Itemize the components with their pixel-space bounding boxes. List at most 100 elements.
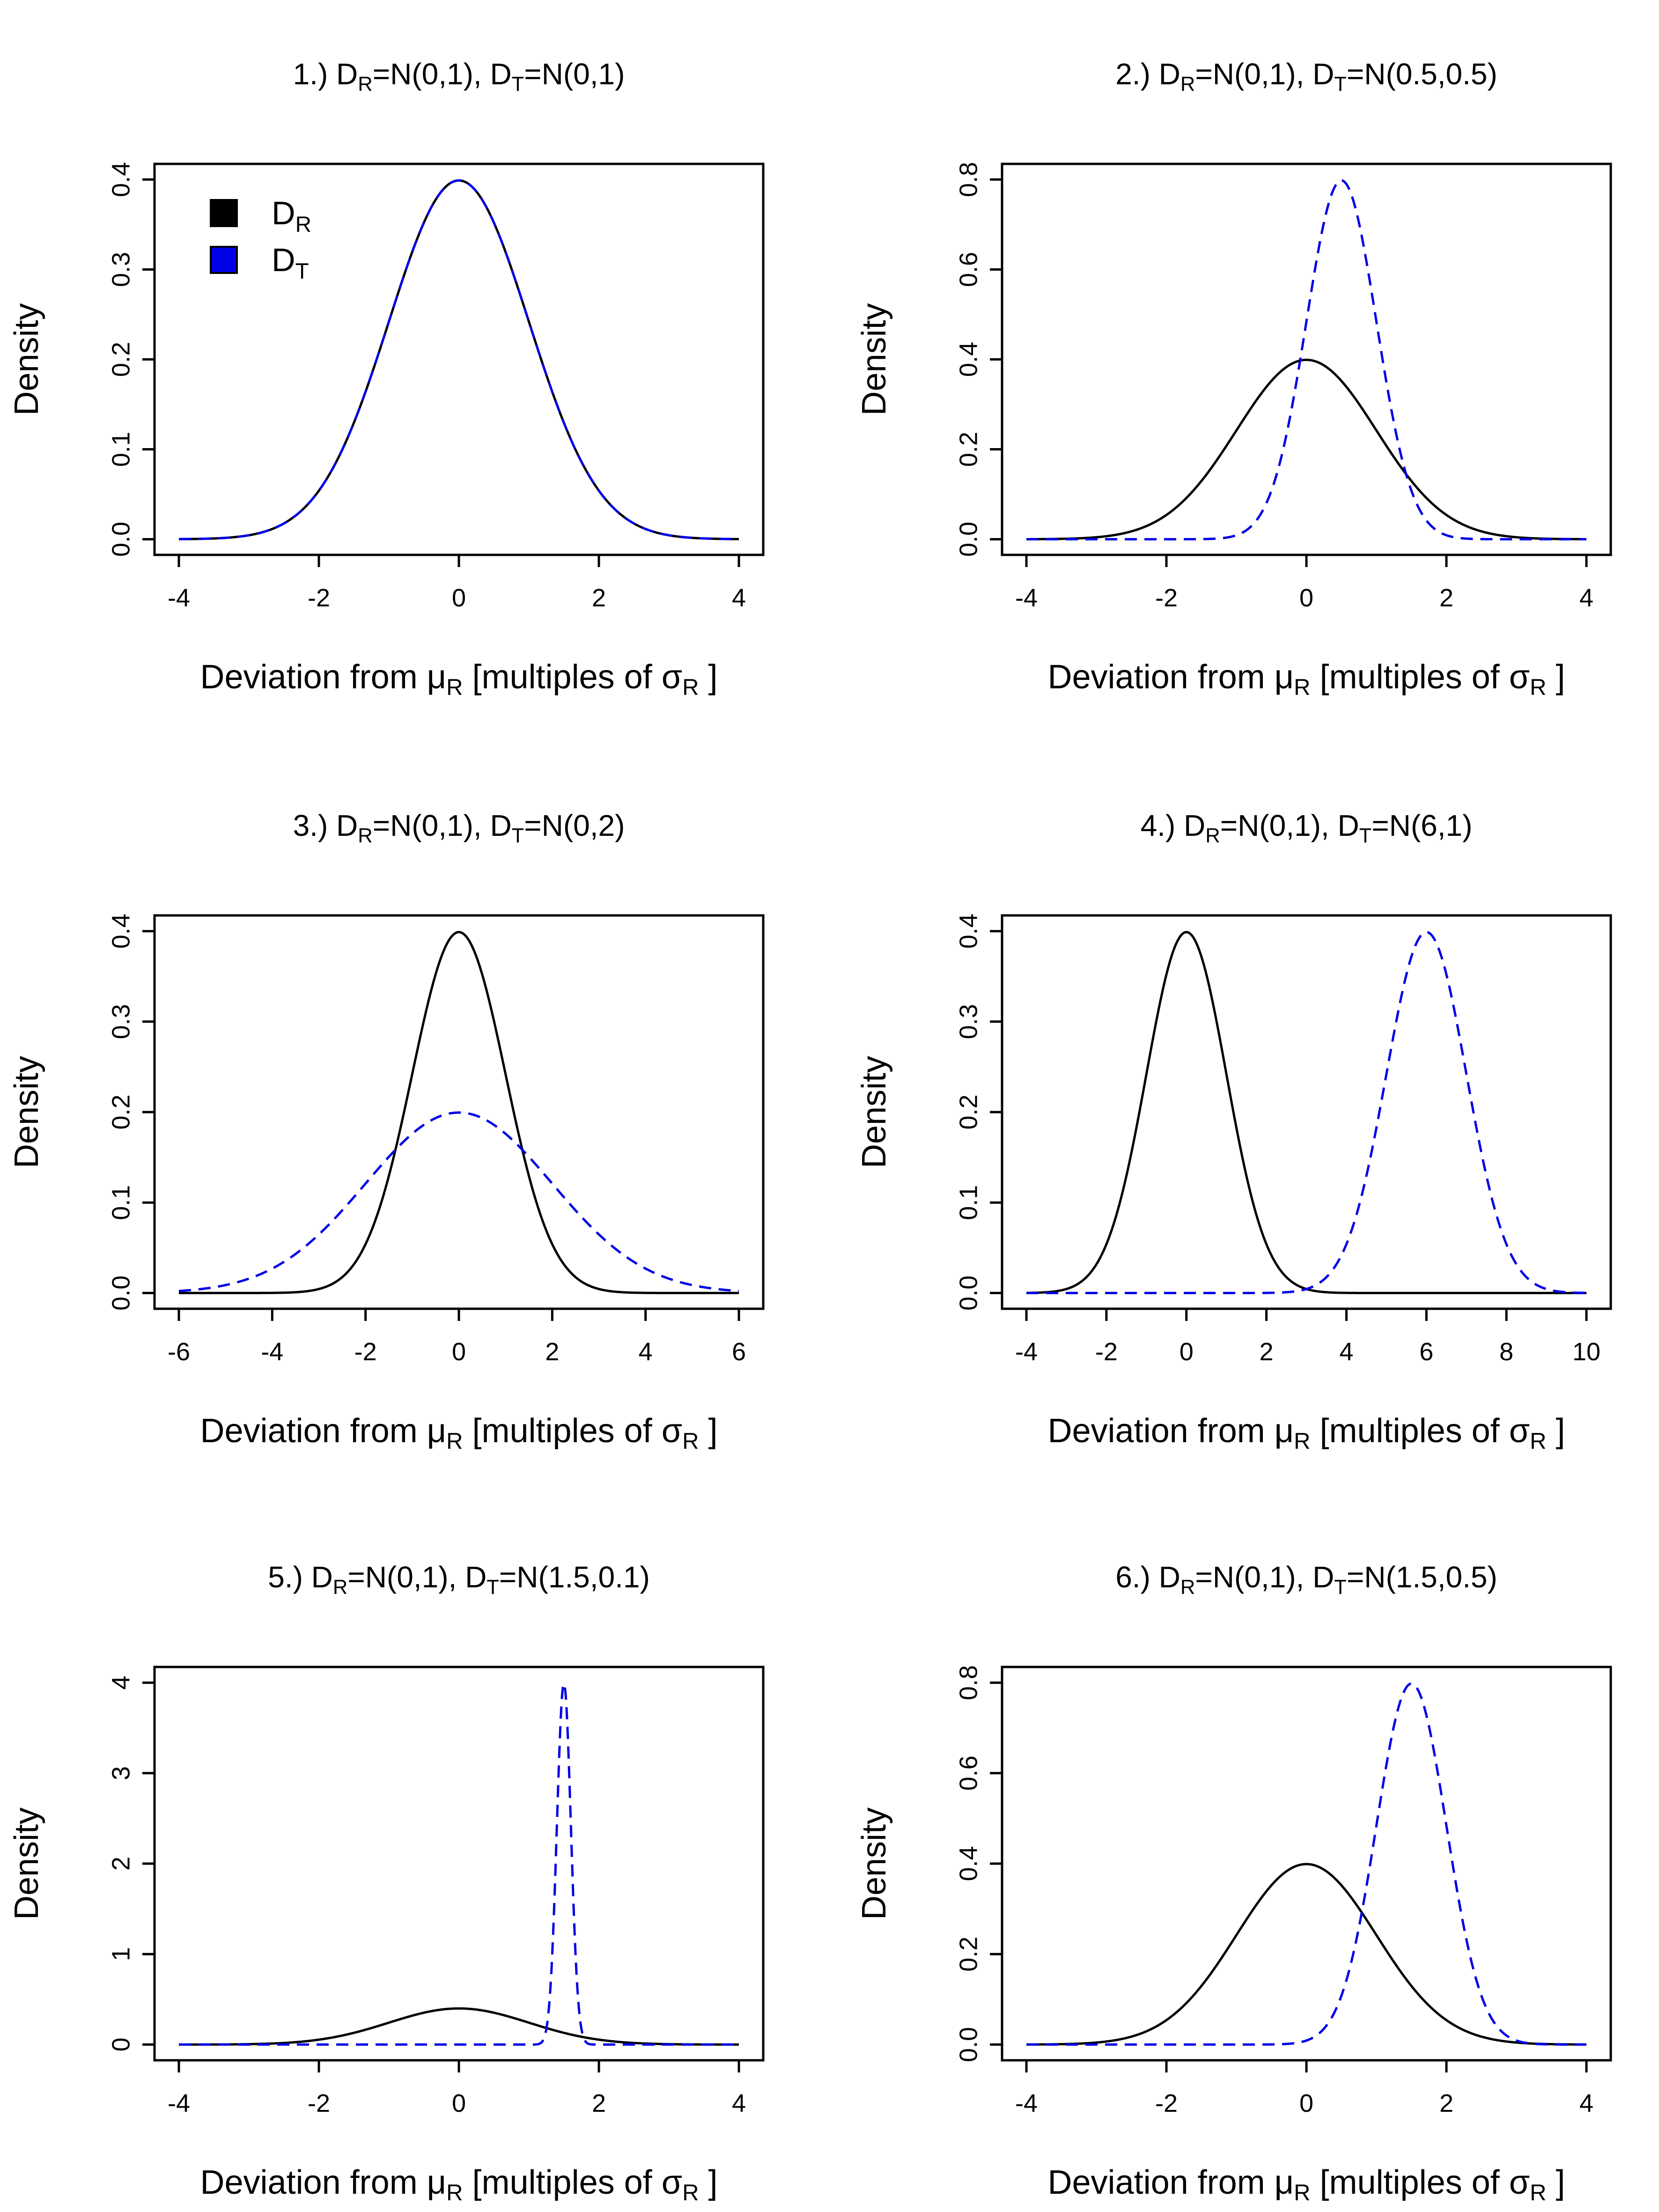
series-dt-curve xyxy=(179,179,739,540)
x-label-sigma-subscript: R xyxy=(682,675,699,700)
y-tick-label: 0.1 xyxy=(954,1185,982,1220)
x-label-suffix: ] xyxy=(699,2164,717,2201)
chart-title: 4.) DR=N(0,1), DT=N(6,1) xyxy=(1141,809,1473,847)
y-tick-label: 0.0 xyxy=(107,522,135,557)
title-dt-subscript: T xyxy=(512,73,524,96)
plot-frame xyxy=(153,1666,765,2062)
title-dr-distribution: =N(0,1), xyxy=(1195,1560,1304,1594)
x-tick-label: 10 xyxy=(1572,1338,1600,1366)
title-dr-distribution: =N(0,1), xyxy=(1195,57,1304,91)
title-dr-symbol: D xyxy=(1159,1560,1180,1594)
title-number: 4.) xyxy=(1141,809,1176,842)
legend-label: DR xyxy=(272,195,311,237)
title-dt-distribution: =N(0,2) xyxy=(524,809,625,842)
y-tick-label: 2 xyxy=(107,1857,135,1871)
x-tick-label: -2 xyxy=(1155,2089,1178,2117)
y-tick-label: 0.0 xyxy=(107,1276,135,1311)
x-label-mu: μ xyxy=(1275,2164,1294,2201)
x-tick-label: 4 xyxy=(732,2089,746,2117)
series-dr-curve xyxy=(1026,359,1586,540)
x-label-prefix: Deviation from xyxy=(1048,658,1275,696)
x-tick-label: -6 xyxy=(168,1338,190,1366)
x-tick-label: 2 xyxy=(1439,2089,1453,2117)
x-label-sigma: σ xyxy=(662,658,682,696)
x-tick-label: 0 xyxy=(452,1338,466,1366)
x-label-sigma-subscript: R xyxy=(1530,2180,1546,2205)
y-tick-label: 1 xyxy=(107,1947,135,1961)
legend-swatch xyxy=(210,246,238,274)
y-axis-label: Density xyxy=(855,1056,893,1168)
title-dr-distribution: =N(0,1), xyxy=(373,57,482,91)
title-dr-symbol: D xyxy=(1184,809,1205,842)
panel-5: 5.) DR=N(0,1), DT=N(1.5,0.1)-4 -2 0 2 401234… xyxy=(8,1560,765,2205)
x-tick-label: 0 xyxy=(452,2089,466,2117)
title-number: 3.) xyxy=(293,809,328,842)
x-label-middle: [multiples of xyxy=(463,1412,662,1450)
plot-frame xyxy=(1001,914,1612,1310)
x-label-sigma: σ xyxy=(662,2164,682,2201)
x-label-mu-subscript: R xyxy=(446,675,463,700)
x-tick-label: 4 xyxy=(639,1338,653,1366)
y-tick-label: 0.8 xyxy=(954,1665,982,1700)
title-dt-subscript: T xyxy=(487,1576,499,1599)
y-tick-label: 0.2 xyxy=(107,1094,135,1129)
series-dr-curve xyxy=(179,2007,739,2046)
title-number: 2.) xyxy=(1115,57,1150,91)
x-label-mu-subscript: R xyxy=(446,2180,463,2205)
y-tick-label: 0.8 xyxy=(954,162,982,197)
title-dr-symbol: D xyxy=(336,57,358,91)
y-tick-label: 4 xyxy=(107,1676,135,1690)
x-tick-label: 0 xyxy=(452,584,466,612)
title-dt-symbol: D xyxy=(490,57,511,91)
x-tick-label: -4 xyxy=(1015,2089,1038,2117)
title-dr-subscript: R xyxy=(1205,825,1220,847)
x-label-sigma: σ xyxy=(1509,2164,1530,2201)
x-label-sigma-subscript: R xyxy=(682,1429,699,1454)
x-tick-label: -2 xyxy=(354,1338,377,1366)
x-label-sigma: σ xyxy=(662,1412,682,1450)
x-tick-label: 4 xyxy=(1579,584,1593,612)
y-tick-label: 0.0 xyxy=(954,522,982,557)
y-tick-label: 0.4 xyxy=(107,162,135,197)
x-axis-label: Deviation from μR [multiples of σR ] xyxy=(200,2164,718,2205)
plot-frame xyxy=(153,162,765,556)
series-dt-curve xyxy=(179,1681,739,2046)
x-label-mu-subscript: R xyxy=(1294,675,1310,700)
title-dr-subscript: R xyxy=(358,825,372,847)
y-axis-label: Density xyxy=(8,1807,45,1920)
x-label-suffix: ] xyxy=(1546,658,1565,696)
x-label-mu: μ xyxy=(1275,1412,1294,1450)
x-tick-label: 4 xyxy=(732,584,746,612)
title-number: 5.) xyxy=(268,1560,303,1594)
x-label-middle: [multiples of xyxy=(463,2164,662,2201)
panel-1: 1.) DR=N(0,1), DT=N(0,1)-4 -2 0 2 40.00.10.2… xyxy=(8,57,765,700)
y-tick-label: 0.2 xyxy=(107,342,135,377)
x-label-sigma-subscript: R xyxy=(1530,1429,1546,1454)
y-axis-label: Density xyxy=(8,1056,45,1168)
y-tick-label: 0.0 xyxy=(954,1276,982,1311)
panel-2: 2.) DR=N(0,1), DT=N(0.5,0.5)-4 -2 0 2 40.00.… xyxy=(855,57,1612,700)
legend-label: DT xyxy=(272,242,309,284)
x-axis-label: Deviation from μR [multiples of σR ] xyxy=(200,658,718,700)
y-tick-label: 0.4 xyxy=(954,914,982,949)
x-label-prefix: Deviation from xyxy=(1048,1412,1275,1450)
x-label-sigma: σ xyxy=(1509,658,1530,696)
x-tick-label: -2 xyxy=(1095,1338,1118,1366)
y-tick-label: 0 xyxy=(107,2037,135,2051)
chart-title: 5.) DR=N(0,1), DT=N(1.5,0.1) xyxy=(268,1560,650,1599)
x-label-mu-subscript: R xyxy=(446,1429,463,1454)
x-label-middle: [multiples of xyxy=(463,658,662,696)
y-tick-label: 0.2 xyxy=(954,432,982,467)
title-dt-symbol: D xyxy=(490,809,511,842)
y-tick-label: 0.4 xyxy=(954,342,982,377)
x-label-sigma-subscript: R xyxy=(1530,675,1546,700)
x-tick-label: 4 xyxy=(1579,2089,1593,2117)
x-tick-label: 4 xyxy=(1339,1338,1353,1366)
title-dt-symbol: D xyxy=(1312,57,1334,91)
y-tick-label: 3 xyxy=(107,1766,135,1780)
title-dt-symbol: D xyxy=(465,1560,487,1594)
legend-swatch xyxy=(210,199,238,227)
series-dr-curve xyxy=(179,179,739,540)
title-dr-symbol: D xyxy=(336,809,358,842)
